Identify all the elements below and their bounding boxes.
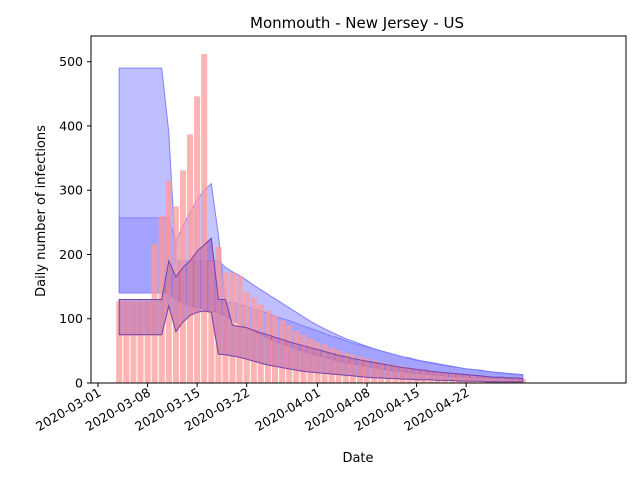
bar — [357, 356, 364, 383]
y-axis-ticks: 0 100 200 300 400 500 — [59, 54, 91, 391]
bar — [477, 376, 484, 383]
y-tick-label: 500 — [59, 54, 83, 69]
bar — [505, 378, 512, 383]
bar — [392, 365, 399, 383]
plot-bars — [116, 54, 526, 384]
bar — [399, 366, 406, 383]
bar — [413, 368, 420, 383]
bar — [165, 180, 172, 383]
bar — [470, 375, 477, 383]
bar — [463, 375, 470, 383]
bar — [264, 310, 271, 383]
bar — [335, 350, 342, 383]
bar — [130, 301, 137, 383]
bar — [194, 96, 201, 384]
bar — [222, 272, 229, 383]
bar — [456, 374, 463, 383]
bar — [441, 372, 448, 383]
bar — [250, 297, 257, 383]
bar — [123, 301, 130, 383]
bar — [208, 260, 215, 383]
chart-title: Monmouth - New Jersey - US — [250, 14, 464, 32]
bar — [498, 377, 505, 383]
bar — [229, 272, 236, 383]
bar — [144, 301, 151, 383]
bar — [180, 170, 187, 383]
y-tick-label: 200 — [59, 247, 83, 262]
bar — [172, 206, 179, 383]
y-tick-label: 400 — [59, 118, 83, 133]
bar — [364, 358, 371, 383]
bar — [279, 320, 286, 383]
bar — [512, 378, 519, 383]
bar — [286, 325, 293, 383]
band-inner-overlay — [118, 237, 524, 383]
bar — [272, 315, 279, 383]
bar — [201, 54, 208, 383]
axes-frame — [90, 35, 627, 384]
bar — [321, 344, 328, 383]
bar — [236, 275, 243, 383]
bar — [449, 374, 456, 383]
bar — [378, 362, 385, 383]
bar — [484, 377, 491, 383]
bar — [215, 246, 222, 383]
bar — [307, 338, 314, 383]
bar — [314, 341, 321, 383]
bar — [257, 304, 264, 383]
y-tick-label: 300 — [59, 183, 83, 198]
bar — [137, 301, 144, 383]
y-axis-label: Daily number of infections — [34, 125, 49, 297]
bar — [491, 377, 498, 383]
bar — [243, 291, 250, 383]
bar — [187, 134, 194, 383]
bar — [293, 330, 300, 383]
y-tick-label: 0 — [75, 376, 83, 391]
bar — [151, 244, 158, 383]
bar — [328, 347, 335, 383]
x-axis-label: Date — [342, 451, 373, 466]
bar — [116, 301, 123, 383]
x-axis-ticks: 2020-03-012020-03-082020-03-152020-03-22… — [33, 383, 472, 434]
plot-overlay — [118, 237, 524, 383]
bar — [427, 371, 434, 383]
bar — [349, 354, 356, 383]
bar — [371, 360, 378, 383]
bar — [300, 334, 307, 383]
bar — [385, 363, 392, 383]
bar — [420, 370, 427, 383]
y-tick-label: 100 — [59, 311, 83, 326]
bar — [342, 352, 349, 383]
bar — [434, 372, 441, 383]
bar — [406, 367, 413, 383]
plot-bands — [118, 67, 524, 383]
